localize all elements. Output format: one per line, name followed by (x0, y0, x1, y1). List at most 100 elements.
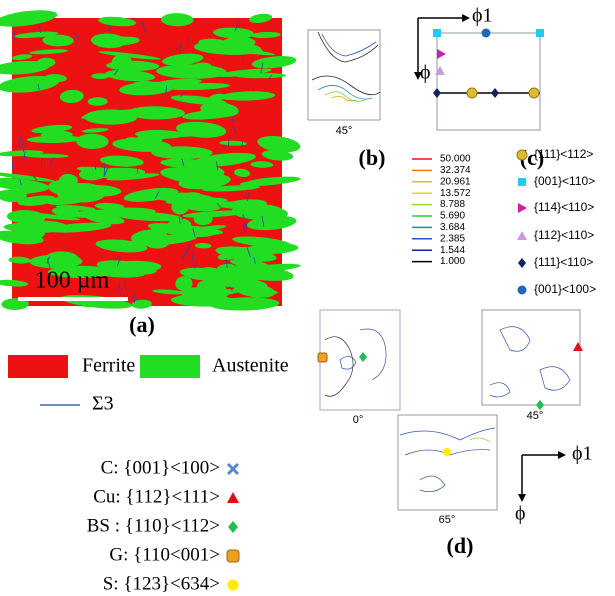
sigma3-boundary (165, 85, 167, 95)
sigma3-boundary (267, 74, 273, 81)
sigma3-boundary (234, 21, 239, 32)
sigma3-boundary (33, 175, 38, 181)
austenite-grain (126, 106, 185, 120)
legend-label: BS : {110}<112> (87, 515, 220, 536)
axis-label: ϕ (515, 503, 526, 525)
sigma3-boundary (107, 26, 112, 32)
austenite-grain (98, 16, 137, 27)
level-label: 8.788 (440, 199, 465, 210)
level-label: 32.374 (440, 165, 471, 176)
sigma3-boundary (253, 257, 256, 265)
orientation-markers (433, 28, 544, 99)
austenite-grain (170, 95, 227, 106)
sigma3-boundary (103, 162, 106, 175)
austenite-grain (0, 177, 49, 191)
sigma3-boundary (21, 142, 25, 152)
legend-label: Ferrite (82, 355, 135, 377)
odf-plot (307, 29, 381, 121)
austenite-grain (81, 301, 100, 308)
sigma3-boundary (216, 161, 218, 170)
legend-label: {001}<100> (534, 282, 596, 296)
austenite-grain (152, 289, 186, 295)
sigma3-boundary (192, 228, 196, 237)
austenite-grain (94, 111, 122, 124)
austenite-grain (217, 253, 237, 261)
axis-label: ϕ1 (472, 5, 493, 27)
austenite-grain (85, 213, 125, 225)
sigma3-boundary (18, 135, 22, 148)
sigma3-boundary (252, 86, 255, 91)
sigma3-boundary (13, 29, 16, 42)
legend-label: {111}<110> (534, 255, 593, 269)
austenite-grain (160, 225, 224, 236)
sigma3-boundary (246, 247, 251, 258)
sigma3-boundary (242, 214, 246, 220)
sigma3-boundary (103, 168, 108, 177)
austenite-grain (44, 251, 80, 268)
sigma3-boundary (260, 62, 264, 74)
sigma3-boundary (185, 244, 191, 255)
sigma3-boundary (74, 31, 79, 42)
austenite-grain (135, 129, 185, 139)
sigma3-boundary (154, 191, 160, 199)
austenite-grain (29, 49, 68, 55)
level-label: 1.000 (440, 256, 465, 267)
sigma3-boundary (50, 157, 54, 166)
austenite-grain (123, 187, 179, 202)
austenite-grain (106, 173, 160, 181)
legend-swatch (140, 355, 200, 378)
sigma3-boundary (19, 179, 22, 186)
section-markers (317, 342, 583, 456)
austenite-grain (191, 152, 256, 167)
austenite-grain (95, 239, 148, 253)
austenite-grain (94, 202, 125, 211)
austenite-grain (105, 69, 156, 82)
angle-label: 65° (439, 514, 456, 526)
sigma3-boundary (261, 215, 265, 227)
austenite-grain (160, 167, 224, 185)
sigma3-boundary (178, 43, 182, 53)
level-label: 13.572 (440, 188, 471, 199)
austenite-grain (215, 68, 272, 77)
sigma3-boundary (246, 192, 250, 202)
austenite-grain (162, 53, 204, 66)
sigma3-boundary (191, 249, 194, 260)
austenite-grain (27, 135, 83, 143)
sigma3-boundary (133, 293, 135, 304)
legend-label: S: {123}<634> (103, 573, 220, 594)
legend-markers (516, 149, 528, 295)
sigma3-boundary (216, 202, 222, 208)
austenite-grain (106, 60, 160, 71)
austenite-grain (200, 102, 239, 118)
level-label: 3.684 (440, 222, 465, 233)
austenite-grain (171, 294, 235, 307)
austenite-grain (213, 27, 254, 39)
scale-bar-label: 100 µm (35, 268, 110, 294)
austenite-grain (11, 54, 33, 61)
legend-label: Cu: {112}<111> (93, 486, 220, 507)
austenite-grain (0, 60, 51, 75)
austenite-grain (250, 161, 274, 168)
austenite-grain (0, 10, 58, 27)
axis-label: ϕ1 (572, 443, 593, 465)
austenite-grain (251, 31, 281, 39)
austenite-grain (230, 258, 269, 269)
legend-label: C: {001}<100> (101, 457, 220, 478)
legend-markers (226, 462, 240, 591)
legend-label: Σ3 (92, 393, 114, 415)
sigma3-boundary (124, 280, 127, 291)
austenite-grain (261, 149, 294, 161)
austenite-grain (251, 55, 297, 69)
legend-label: Austenite (212, 355, 289, 377)
austenite-grain (65, 209, 108, 216)
sigma3-boundary (117, 281, 121, 292)
sigma3-boundary (23, 151, 26, 162)
austenite-grain (87, 97, 108, 106)
austenite-grain (233, 282, 276, 298)
austenite-grain (257, 135, 301, 153)
austenite-grain (36, 57, 56, 68)
austenite-grain (222, 93, 256, 101)
panel-label: (a) (129, 312, 155, 337)
austenite-grain (112, 138, 172, 152)
arrow-head (558, 451, 566, 459)
